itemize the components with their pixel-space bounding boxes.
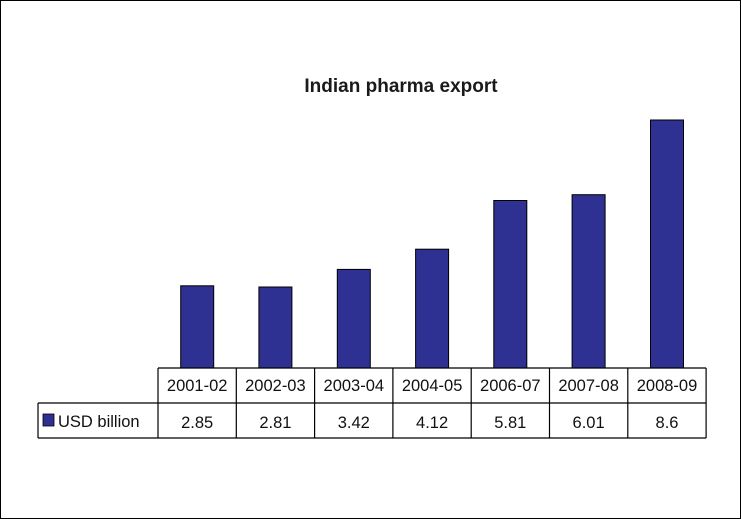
value-label: 4.12 xyxy=(416,414,448,432)
value-label: 6.01 xyxy=(573,414,605,432)
bar-2001-02 xyxy=(180,285,215,369)
category-label: 2001-02 xyxy=(167,377,228,395)
bar-2008-09 xyxy=(650,119,684,369)
bar-2003-04 xyxy=(336,268,371,369)
bar-group xyxy=(180,119,684,369)
category-label: 2007-08 xyxy=(558,377,619,395)
bar-2002-03 xyxy=(258,286,293,369)
bar-2004-05 xyxy=(415,248,450,369)
bar-2006-07 xyxy=(493,200,528,369)
value-label: 3.42 xyxy=(338,414,370,432)
category-label: 2008-09 xyxy=(637,377,698,395)
category-label: 2004-05 xyxy=(402,377,463,395)
value-label: 2.85 xyxy=(181,414,213,432)
bar-2007-08 xyxy=(571,194,606,369)
category-label: 2006-07 xyxy=(480,377,541,395)
value-label: 2.81 xyxy=(259,414,291,432)
value-label: 5.81 xyxy=(494,414,526,432)
value-label: 8.6 xyxy=(656,414,679,432)
series-label: USD billion xyxy=(58,413,140,431)
category-label: 2003-04 xyxy=(324,377,385,395)
legend-key xyxy=(42,413,55,427)
chart-title: Indian pharma export xyxy=(304,76,498,97)
data-table: 2001-02 2002-03 2003-04 2004-05 2006-07 2007-… xyxy=(37,367,707,439)
category-label: 2002-03 xyxy=(245,377,306,395)
